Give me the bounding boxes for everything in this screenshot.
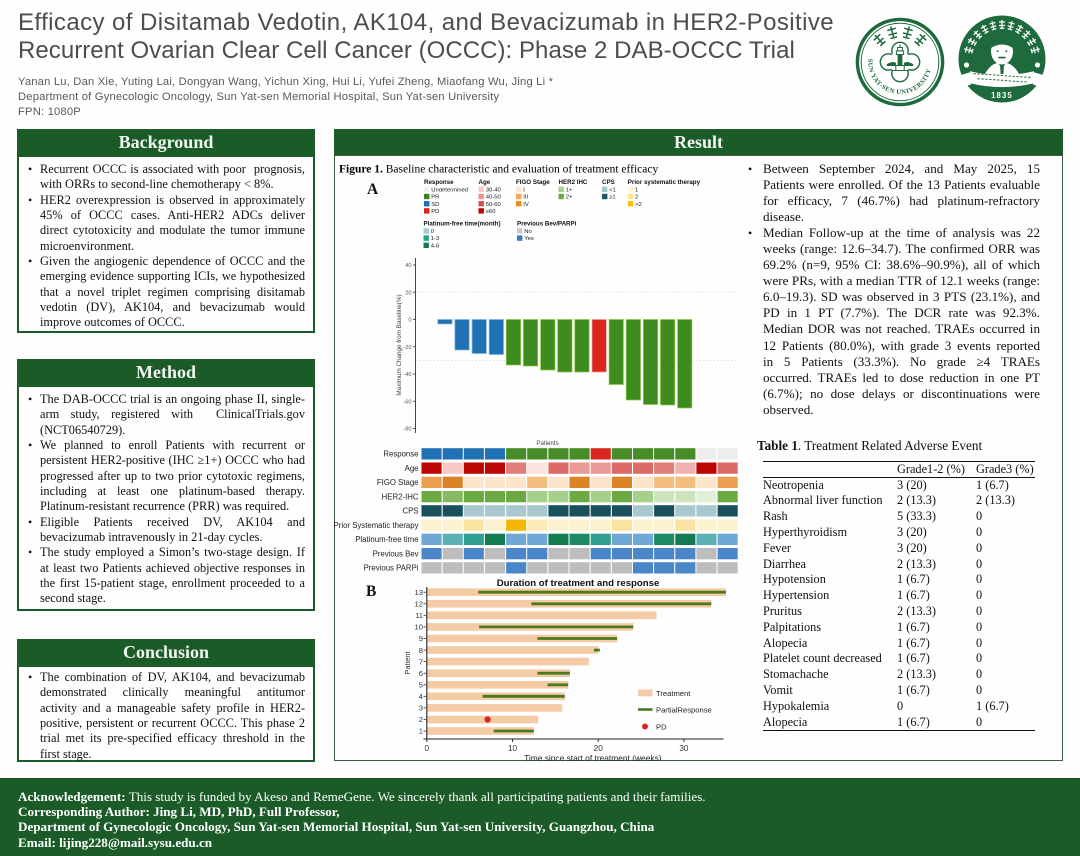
svg-text:12: 12: [415, 600, 423, 609]
svg-text:SD: SD: [431, 202, 439, 208]
svg-text:III: III: [523, 195, 528, 201]
svg-text:9: 9: [419, 634, 423, 643]
svg-text:0: 0: [408, 318, 411, 324]
svg-text:Figure 1. Baseline characteris: Figure 1. Baseline characteristic and ev…: [339, 164, 658, 176]
svg-text:0: 0: [425, 744, 430, 753]
svg-text:10: 10: [415, 623, 423, 632]
svg-text:4-6: 4-6: [431, 243, 440, 249]
svg-text:20: 20: [405, 290, 411, 296]
svg-text:50-60: 50-60: [486, 202, 502, 208]
svg-text:10: 10: [508, 744, 518, 753]
svg-text:-40: -40: [403, 372, 411, 378]
svg-text:PR: PR: [431, 195, 439, 201]
svg-text:-80: -80: [403, 427, 411, 433]
svg-text:PartialResponse: PartialResponse: [656, 706, 712, 715]
svg-text:Age: Age: [479, 179, 491, 186]
svg-text:Response: Response: [424, 179, 454, 186]
svg-text:<1: <1: [609, 187, 616, 193]
svg-text:HER2 IHC: HER2 IHC: [559, 179, 588, 186]
svg-text:-60: -60: [403, 399, 411, 405]
svg-text:IV: IV: [523, 202, 529, 208]
svg-text:2: 2: [419, 715, 423, 724]
svg-text:-20: -20: [403, 345, 411, 351]
svg-text:FIGO Stage: FIGO Stage: [377, 478, 419, 487]
svg-text:Age: Age: [405, 464, 419, 473]
svg-text:40-50: 40-50: [486, 195, 502, 201]
svg-text:Previous PARPi: Previous PARPi: [364, 564, 419, 573]
svg-text:Prior systematic therapy: Prior systematic therapy: [628, 179, 701, 186]
svg-text:1-3: 1-3: [431, 236, 440, 242]
svg-text:30-40: 30-40: [486, 187, 502, 193]
svg-text:7: 7: [419, 657, 423, 666]
svg-text:8: 8: [419, 646, 423, 655]
svg-text:5: 5: [419, 681, 423, 690]
svg-text:1+: 1+: [566, 187, 573, 193]
svg-text:6: 6: [419, 669, 423, 678]
svg-text:>2: >2: [635, 202, 642, 208]
svg-text:1: 1: [419, 727, 423, 736]
svg-text:No: No: [524, 229, 532, 235]
svg-text:Duration of treatment and resp: Duration of treatment and response: [497, 578, 660, 589]
svg-text:3: 3: [419, 704, 423, 713]
svg-text:HER2-IHC: HER2-IHC: [382, 492, 419, 501]
svg-text:Previous Bev/PARPi: Previous Bev/PARPi: [517, 221, 577, 228]
svg-text:B: B: [366, 583, 376, 600]
svg-text:Undetermined: Undetermined: [431, 187, 468, 193]
svg-text:Time since start of treatment: Time since start of treatment (weeks): [524, 753, 662, 761]
svg-text:Maximum Change from Baseline(%: Maximum Change from Baseline(%): [396, 294, 403, 395]
svg-text:11: 11: [415, 611, 423, 620]
svg-text:FIGO Stage: FIGO Stage: [516, 179, 550, 186]
svg-text:Patients: Patients: [536, 440, 558, 447]
svg-text:13: 13: [415, 588, 423, 597]
svg-text:40: 40: [405, 263, 411, 269]
svg-text:Patient: Patient: [403, 650, 412, 674]
svg-text:Treatment: Treatment: [656, 689, 691, 698]
svg-text:1835: 1835: [991, 91, 1013, 100]
svg-text:PD: PD: [656, 723, 667, 732]
svg-text:2+: 2+: [566, 195, 573, 201]
svg-text:A: A: [367, 181, 379, 198]
svg-text:Previous Bev: Previous Bev: [373, 549, 419, 558]
svg-text:≥1: ≥1: [609, 195, 616, 201]
svg-text:1: 1: [635, 187, 638, 193]
svg-text:Yes: Yes: [524, 236, 534, 242]
svg-text:PD: PD: [431, 209, 439, 215]
svg-text:Platinum-free time(month): Platinum-free time(month): [424, 221, 501, 228]
svg-text:20: 20: [594, 744, 604, 753]
svg-text:4: 4: [419, 692, 423, 701]
svg-text:30: 30: [679, 744, 689, 753]
svg-text:CPS: CPS: [402, 507, 418, 516]
svg-text:0: 0: [431, 229, 435, 235]
svg-text:I: I: [523, 187, 525, 193]
svg-text:Platinum-free time: Platinum-free time: [355, 535, 418, 544]
svg-text:Response: Response: [383, 450, 418, 459]
svg-text:2: 2: [635, 195, 638, 201]
svg-text:CPS: CPS: [602, 179, 615, 186]
svg-text:≥60: ≥60: [486, 209, 497, 215]
svg-text:Prior Systematic therapy: Prior Systematic therapy: [334, 521, 419, 530]
